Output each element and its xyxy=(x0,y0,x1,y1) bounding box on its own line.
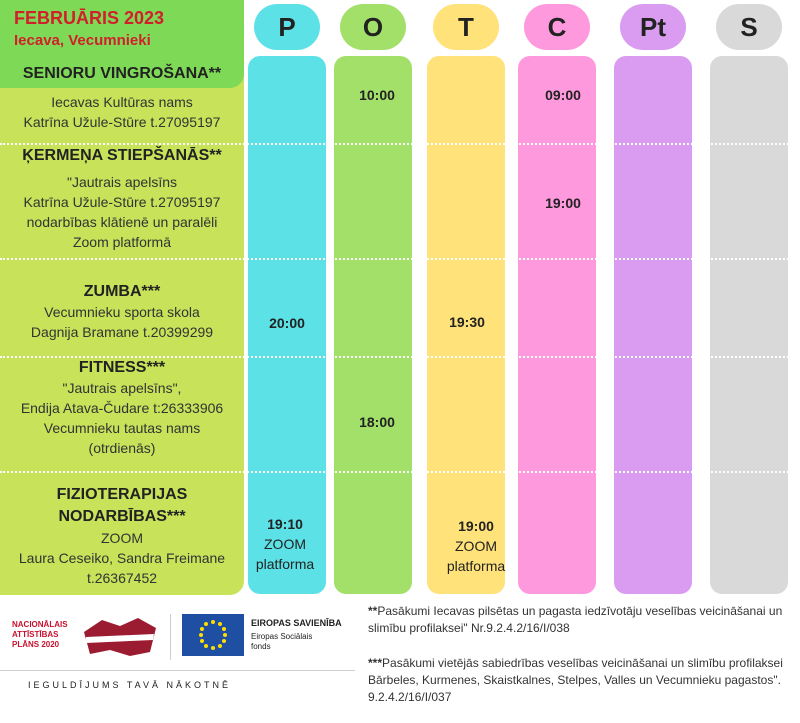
day-header-t: T xyxy=(433,4,499,50)
activity-title: SENIORU VINGROŠANA** xyxy=(22,65,222,82)
activity-senior: SENIORU VINGROŠANA** Iecavas Kultūras na… xyxy=(0,64,244,132)
footnote-mark: *** xyxy=(368,656,383,670)
footnote-1: **Pasākumi Iecavas pilsētas un pagasta i… xyxy=(368,603,788,637)
time-t-zumba: 19:30 xyxy=(449,314,485,330)
footnote-2: ***Pasākumi vietējās sabiedrības veselīb… xyxy=(368,655,788,706)
header-box: FEBRUĀRIS 2023 Iecava, Vecumnieki xyxy=(0,0,244,88)
footer-divider xyxy=(170,614,171,660)
activity-title: ĶERMEŅA STIEPŠANĀS** xyxy=(22,147,222,164)
time-sub: platforma xyxy=(255,556,315,572)
activity-line: (otrdienās) xyxy=(88,440,156,456)
day-header-pt: Pt xyxy=(620,4,686,50)
column-pt xyxy=(614,56,692,594)
activity-title: FIZIOTERAPIJAS NODARBĪBAS*** xyxy=(56,486,188,525)
activity-line: nodarbības klātienē un paralēli xyxy=(26,214,218,230)
time-sub: ZOOM xyxy=(264,536,306,552)
activity-line: Dagnija Bramane t.20399299 xyxy=(30,324,214,340)
activity-title: FITNESS*** xyxy=(78,359,166,376)
activity-line: "Jautrais apelsīns", xyxy=(62,380,182,396)
row-separator xyxy=(0,143,800,145)
activity-zumba: ZUMBA*** Vecumnieku sporta skola Dagnija… xyxy=(0,282,244,342)
nap-flag-logo xyxy=(84,618,156,656)
activity-title: ZUMBA*** xyxy=(83,283,161,300)
time-c-stretch: 19:00 xyxy=(545,195,581,211)
column-o xyxy=(334,56,412,594)
activity-fitness: FITNESS*** "Jautrais apelsīns", Endija A… xyxy=(0,358,244,458)
activity-line: "Jautrais apelsīns xyxy=(66,174,178,190)
activity-line: Vecumnieku tautas nams xyxy=(43,420,201,436)
row-separator xyxy=(0,471,800,473)
activity-line: Katrīna Užule-Stūre t.27095197 xyxy=(23,194,221,210)
activity-line: Laura Ceseiko, Sandra Freimane xyxy=(18,550,226,566)
activity-line: Zoom platformā xyxy=(72,234,172,250)
time-value: 19:00 xyxy=(458,518,494,534)
activity-line: Katrīna Užule-Stūre t.27095197 xyxy=(23,114,221,130)
footnote-text: Pasākumi vietējās sabiedrības veselības … xyxy=(368,656,783,704)
column-s xyxy=(710,56,788,594)
footer-line xyxy=(0,670,355,671)
activity-fizio: FIZIOTERAPIJAS NODARBĪBAS*** ZOOM Laura … xyxy=(0,484,244,588)
activity-line: Iecavas Kultūras nams xyxy=(51,94,193,110)
time-value: 19:10 xyxy=(267,516,303,532)
column-c xyxy=(518,56,596,594)
day-header-c: C xyxy=(524,4,590,50)
eu-title: EIROPAS SAVIENĪBA xyxy=(251,618,342,628)
activity-line: Endija Atava-Čudare t:26333906 xyxy=(20,400,224,416)
activity-line: Vecumnieku sporta skola xyxy=(44,304,200,320)
month-title: FEBRUĀRIS 2023 xyxy=(14,8,165,28)
time-sub: platforma xyxy=(446,558,506,574)
day-header-s: S xyxy=(716,4,782,50)
row-separator xyxy=(0,356,800,358)
footnote-text: Pasākumi Iecavas pilsētas un pagasta ied… xyxy=(368,604,783,635)
time-o-fitness: 18:00 xyxy=(359,414,395,430)
eu-flag-icon xyxy=(182,614,244,656)
activities-panel xyxy=(0,60,244,595)
activity-stretch: ĶERMEŅA STIEPŠANĀS** "Jautrais apelsīns … xyxy=(0,146,244,252)
activity-line: ZOOM xyxy=(101,530,143,546)
column-p xyxy=(248,56,326,594)
time-t-fizio: 19:00 ZOOM platforma xyxy=(437,516,515,576)
location-title: Iecava, Vecumnieki xyxy=(14,32,151,49)
nap-logo-text: NACIONĀLAIS ATTĪSTĪBAS PLĀNS 2020 xyxy=(12,620,68,649)
time-c-senior: 09:00 xyxy=(545,87,581,103)
time-p-zumba: 20:00 xyxy=(269,315,305,331)
day-header-p: P xyxy=(254,4,320,50)
activity-line: t.26367452 xyxy=(86,570,158,586)
time-sub: ZOOM xyxy=(455,538,497,554)
row-separator xyxy=(0,258,800,260)
footnote-mark: ** xyxy=(368,604,378,618)
day-header-o: O xyxy=(340,4,406,50)
column-t xyxy=(427,56,505,594)
time-o-senior: 10:00 xyxy=(359,87,395,103)
time-p-fizio: 19:10 ZOOM platforma xyxy=(246,514,324,574)
eu-subtitle: Eiropas Sociālais fonds xyxy=(251,632,313,651)
slogan: IEGULDĪJUMS TAVĀ NĀKOTNĒ xyxy=(28,680,232,690)
